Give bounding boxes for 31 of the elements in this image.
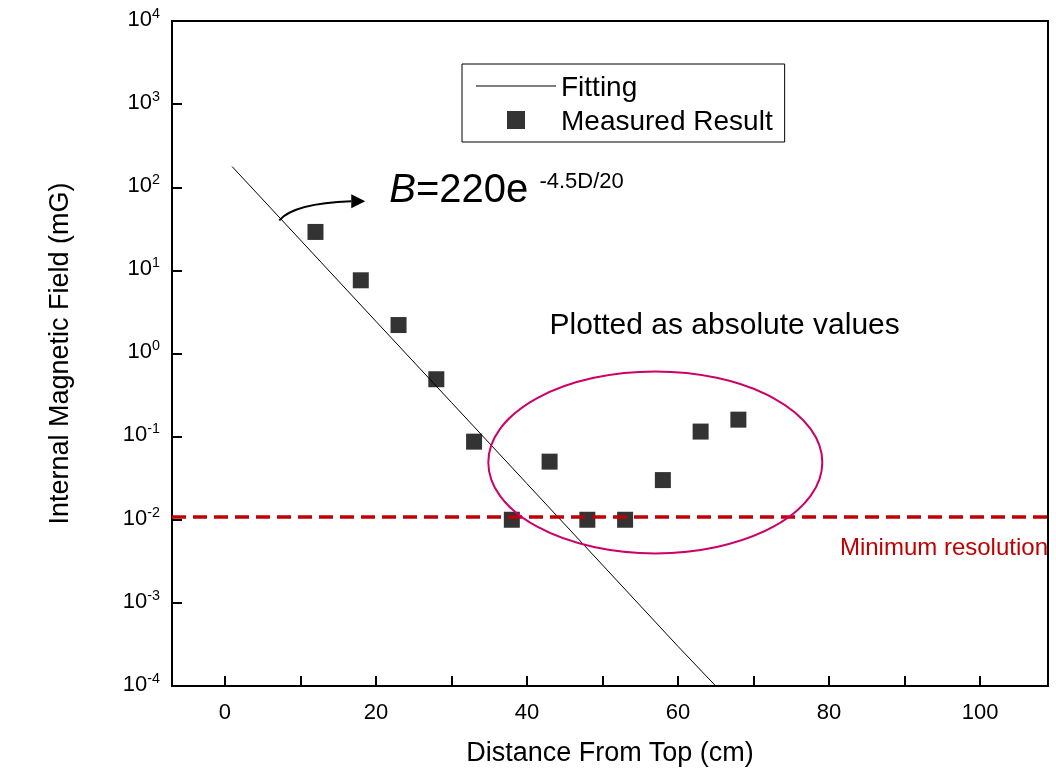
point	[541, 453, 558, 470]
point	[466, 433, 483, 450]
point	[352, 272, 369, 289]
point	[692, 423, 709, 440]
y-tick-label: 10$^{2}$	[127, 171, 160, 198]
y-tick-label: 10$^{0}$	[127, 337, 160, 364]
legend-label: Fitting	[561, 70, 638, 102]
y-axis-title: Internal Magnetic Field (mG)	[43, 182, 74, 525]
point	[730, 411, 747, 428]
x-tick-label: 80	[816, 698, 842, 724]
x-tick-label: 40	[514, 698, 540, 724]
x-axis-title: Distance From Top (cm)	[466, 736, 754, 767]
annotation: B=220e $^{-4.5D/20}$	[389, 166, 624, 212]
point	[390, 317, 407, 334]
y-tick-label: 10$^{-2}$	[122, 503, 160, 530]
x-tick-label: 20	[363, 698, 389, 724]
y-tick-label: 10$^{-1}$	[122, 420, 160, 447]
y-tick-label: 10$^{3}$	[127, 87, 160, 115]
annotation: Plotted as absolute values	[549, 307, 900, 342]
y-tick-label: 10$^{1}$	[127, 254, 160, 281]
point	[654, 472, 671, 489]
ref-line-label: Minimum resolution	[839, 532, 1048, 560]
point	[428, 371, 445, 388]
legend-label: Measured Result	[561, 104, 773, 136]
y-tick-label: 10$^{-4}$	[122, 669, 160, 697]
x-tick-label: 60	[665, 698, 691, 724]
x-tick-label: 100	[961, 698, 999, 724]
x-tick-label: 0	[218, 698, 231, 724]
point	[307, 223, 324, 240]
y-tick-label: 10$^{4}$	[127, 4, 160, 32]
y-tick-label: 10$^{-3}$	[122, 586, 160, 614]
